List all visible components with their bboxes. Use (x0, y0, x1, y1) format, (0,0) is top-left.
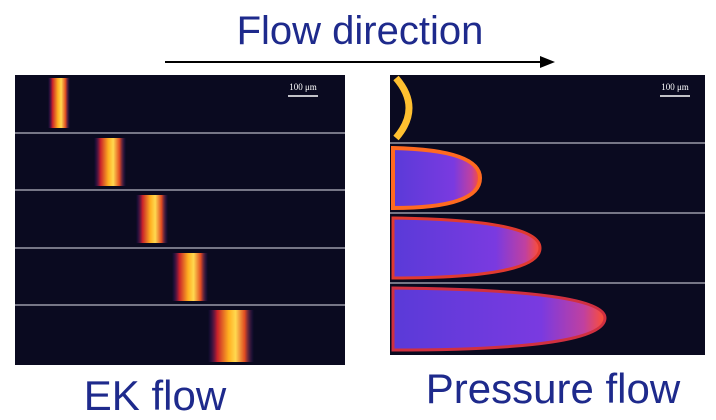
arrow-head (540, 56, 555, 68)
title: Flow direction (237, 9, 484, 53)
scale-label: 100 μm (289, 82, 317, 92)
caption: EK flow (84, 372, 227, 419)
scale-label: 100 μm (661, 82, 689, 92)
ek-panel: 100 μm (15, 75, 345, 365)
pressure-panel: 100 μm (390, 75, 705, 355)
caption: Pressure flow (426, 365, 681, 412)
